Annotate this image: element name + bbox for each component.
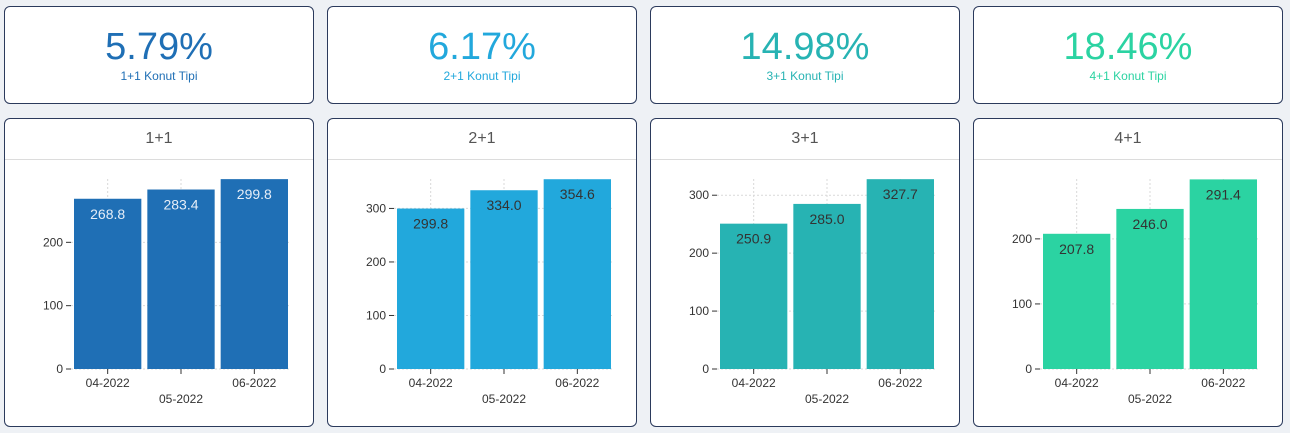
kpi-label: 4+1 Konut Tipi — [1089, 69, 1167, 83]
data-label: 246.0 — [1132, 216, 1167, 232]
bar — [397, 208, 465, 369]
chart-title: 1+1 — [5, 119, 313, 160]
bar-chart: 0 100 200 300 299.8 334.0 354.6 04-2022 05-2022 0… — [366, 179, 614, 406]
y-tick-label: 0 — [1025, 362, 1032, 376]
y-tick-label: 300 — [689, 188, 709, 202]
chart-panel-4plus1: 4+1 0 100 200 207.8 246.0 291.4 04-2022 05-2022… — [973, 118, 1283, 427]
kpi-card-3plus1: 14.98% 3+1 Konut Tipi — [650, 6, 960, 104]
x-tick-label: 05-2022 — [1128, 392, 1172, 406]
data-label: 299.8 — [413, 216, 448, 232]
kpi-card-4plus1: 18.46% 4+1 Konut Tipi — [973, 6, 1283, 104]
x-tick-label: 05-2022 — [805, 392, 849, 406]
data-label: 354.6 — [560, 186, 595, 202]
x-tick-label: 04-2022 — [86, 376, 130, 390]
kpi-label: 2+1 Konut Tipi — [443, 69, 521, 83]
x-tick-label: 05-2022 — [159, 392, 203, 406]
bar — [720, 223, 788, 369]
kpi-value: 6.17% — [428, 26, 536, 68]
kpi-label: 3+1 Konut Tipi — [766, 69, 844, 83]
data-label: 291.4 — [1206, 186, 1241, 202]
bar — [543, 179, 611, 369]
data-label: 207.8 — [1059, 241, 1094, 257]
data-label: 250.9 — [736, 231, 771, 247]
kpi-value: 14.98% — [740, 26, 870, 68]
x-tick-label: 04-2022 — [409, 376, 453, 390]
x-tick-label: 06-2022 — [232, 376, 276, 390]
data-label: 334.0 — [486, 197, 521, 213]
y-tick-label: 100 — [689, 304, 709, 318]
y-tick-label: 300 — [366, 201, 386, 215]
bar — [470, 190, 538, 369]
bar-chart: 0 100 200 300 250.9 285.0 327.7 04-2022 05-2022 0… — [689, 179, 937, 406]
bar — [793, 203, 861, 369]
x-tick-label: 05-2022 — [482, 392, 526, 406]
bar — [1043, 233, 1111, 369]
y-tick-label: 200 — [366, 255, 386, 269]
chart-title: 4+1 — [974, 119, 1282, 160]
y-tick-label: 200 — [689, 246, 709, 260]
chart-panel-2plus1: 2+1 0 100 200 300 299.8 334.0 354.6 04-2022 05-2… — [327, 118, 637, 427]
bar — [866, 179, 934, 369]
bar — [220, 179, 288, 369]
kpi-value: 18.46% — [1063, 26, 1193, 68]
bar-chart: 0 100 200 268.8 283.4 299.8 04-2022 05-2022 06-2… — [43, 179, 291, 406]
data-label: 299.8 — [237, 186, 272, 202]
kpi-card-1plus1: 5.79% 1+1 Konut Tipi — [4, 6, 314, 104]
x-tick-label: 04-2022 — [732, 376, 776, 390]
y-tick-label: 0 — [702, 362, 709, 376]
y-tick-label: 200 — [1012, 232, 1032, 246]
x-tick-label: 04-2022 — [1055, 376, 1099, 390]
y-tick-label: 0 — [56, 362, 63, 376]
y-tick-label: 100 — [1012, 297, 1032, 311]
x-tick-label: 06-2022 — [555, 376, 599, 390]
data-label: 268.8 — [90, 206, 125, 222]
bar — [1189, 179, 1257, 369]
y-tick-label: 200 — [43, 235, 63, 249]
data-label: 283.4 — [163, 197, 198, 213]
kpi-value: 5.79% — [105, 26, 213, 68]
bar — [1116, 208, 1184, 369]
x-tick-label: 06-2022 — [878, 376, 922, 390]
chart-title: 3+1 — [651, 119, 959, 160]
chart-panel-3plus1: 3+1 0 100 200 300 250.9 285.0 327.7 04-2022 05-2… — [650, 118, 960, 427]
bar-chart: 0 100 200 207.8 246.0 291.4 04-2022 05-2022 06-2… — [1012, 179, 1260, 406]
kpi-label: 1+1 Konut Tipi — [120, 69, 198, 83]
x-tick-label: 06-2022 — [1201, 376, 1245, 390]
data-label: 285.0 — [809, 211, 844, 227]
bar — [147, 189, 215, 369]
data-label: 327.7 — [883, 186, 918, 202]
bar — [74, 198, 142, 369]
chart-title: 2+1 — [328, 119, 636, 160]
kpi-card-2plus1: 6.17% 2+1 Konut Tipi — [327, 6, 637, 104]
y-tick-label: 100 — [366, 308, 386, 322]
y-tick-label: 100 — [43, 299, 63, 313]
chart-panel-1plus1: 1+1 0 100 200 268.8 283.4 299.8 04-2022 05-2022… — [4, 118, 314, 427]
y-tick-label: 0 — [379, 362, 386, 376]
